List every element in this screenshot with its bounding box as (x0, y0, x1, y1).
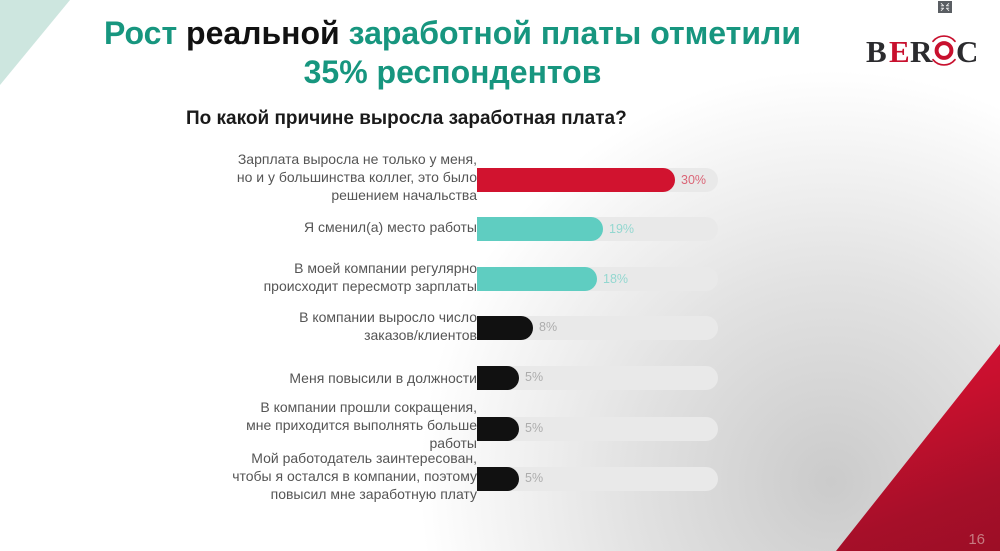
svg-text:E: E (889, 34, 910, 69)
svg-text:R: R (910, 34, 933, 69)
svg-text:B: B (866, 34, 887, 69)
svg-text:C: C (956, 34, 978, 69)
